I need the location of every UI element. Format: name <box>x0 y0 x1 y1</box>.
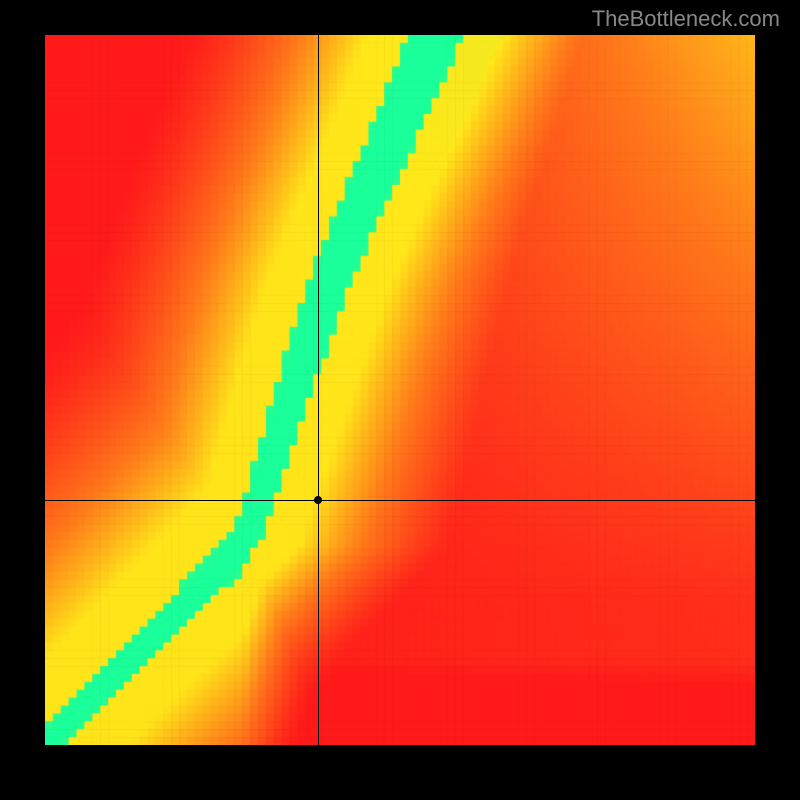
watermark-text: TheBottleneck.com <box>592 6 780 32</box>
marker-dot <box>314 496 322 504</box>
plot-area <box>45 35 755 745</box>
crosshair-horizontal <box>45 500 755 501</box>
heatmap-canvas <box>45 35 755 745</box>
crosshair-vertical <box>318 35 319 745</box>
chart-container: TheBottleneck.com <box>0 0 800 800</box>
